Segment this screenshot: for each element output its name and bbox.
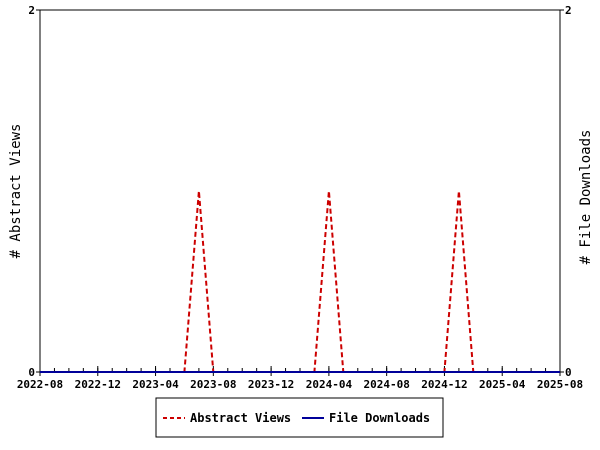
x-tick-label: 2025-08 <box>537 378 583 391</box>
y-axis-title-left: # Abstract Views <box>8 124 24 259</box>
y-tick-label-left: 0 <box>28 366 35 379</box>
x-tick-label: 2023-12 <box>248 378 294 391</box>
series-layer <box>40 190 560 373</box>
legend-label-abstract-views: Abstract Views <box>190 411 291 425</box>
y-axes: 0 2 0 2 <box>28 4 571 379</box>
series-line-abstract-views <box>40 190 560 373</box>
x-tick-label: 2024-04 <box>306 378 353 391</box>
plot-area <box>39 9 561 373</box>
x-tick-label: 2024-12 <box>421 378 467 391</box>
y-tick-label-left: 2 <box>28 4 35 17</box>
x-tick-label: 2022-12 <box>75 378 121 391</box>
x-tick-label: 2023-08 <box>190 378 236 391</box>
x-tick-label: 2025-04 <box>479 378 526 391</box>
legend: Abstract Views File Downloads <box>155 397 444 438</box>
x-tick-label: 2023-04 <box>132 378 179 391</box>
y-axis-title-right: # File Downloads <box>578 130 594 265</box>
y-tick-label-right: 2 <box>565 4 572 17</box>
legend-box <box>155 397 444 438</box>
legend-label-file-downloads: File Downloads <box>329 411 430 425</box>
y-tick-label-right: 0 <box>565 366 572 379</box>
x-tick-label: 2022-08 <box>17 378 63 391</box>
x-tick-label: 2024-08 <box>363 378 409 391</box>
